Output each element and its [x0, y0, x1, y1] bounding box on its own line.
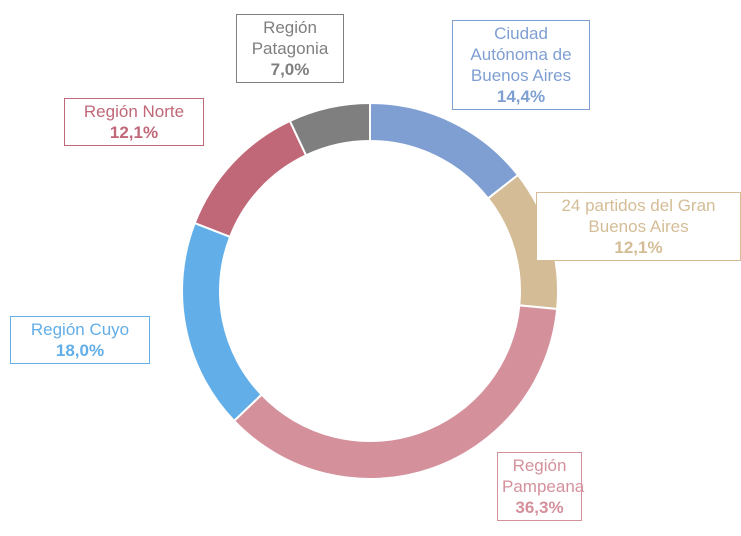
donut-slice: [193, 119, 308, 239]
value-label: 18,0%: [55, 341, 105, 360]
data-label: Región Cuyo 18,0%: [10, 316, 150, 364]
value-label: 7,0%: [270, 60, 310, 79]
category-name: Ciudad Autónoma de Buenos Aires: [470, 24, 572, 85]
category-name: Región Norte: [83, 102, 185, 121]
data-label: Región Pampeana 36,3%: [497, 452, 585, 521]
category-name: 24 partidos del Gran Buenos Aires: [561, 196, 716, 236]
value-label: 12,1%: [614, 238, 663, 257]
value-label: 14,4%: [496, 87, 546, 106]
category-name: Región Pampeana: [502, 456, 585, 496]
data-label: Región Norte 12,1%: [64, 98, 204, 146]
data-label: 24 partidos del Gran Buenos Aires 12,1%: [536, 192, 741, 261]
data-label: Región Patagonia 7,0%: [236, 14, 344, 83]
donut-slice: [288, 101, 371, 157]
category-name: Región Cuyo: [30, 320, 130, 339]
category-name: Región Patagonia: [251, 18, 329, 58]
value-label: 36,3%: [515, 498, 564, 517]
donut-slice: [369, 101, 520, 200]
donut-slice: [181, 221, 263, 423]
value-label: 12,1%: [109, 123, 159, 142]
data-label: Ciudad Autónoma de Buenos Aires 14,4%: [452, 20, 590, 110]
